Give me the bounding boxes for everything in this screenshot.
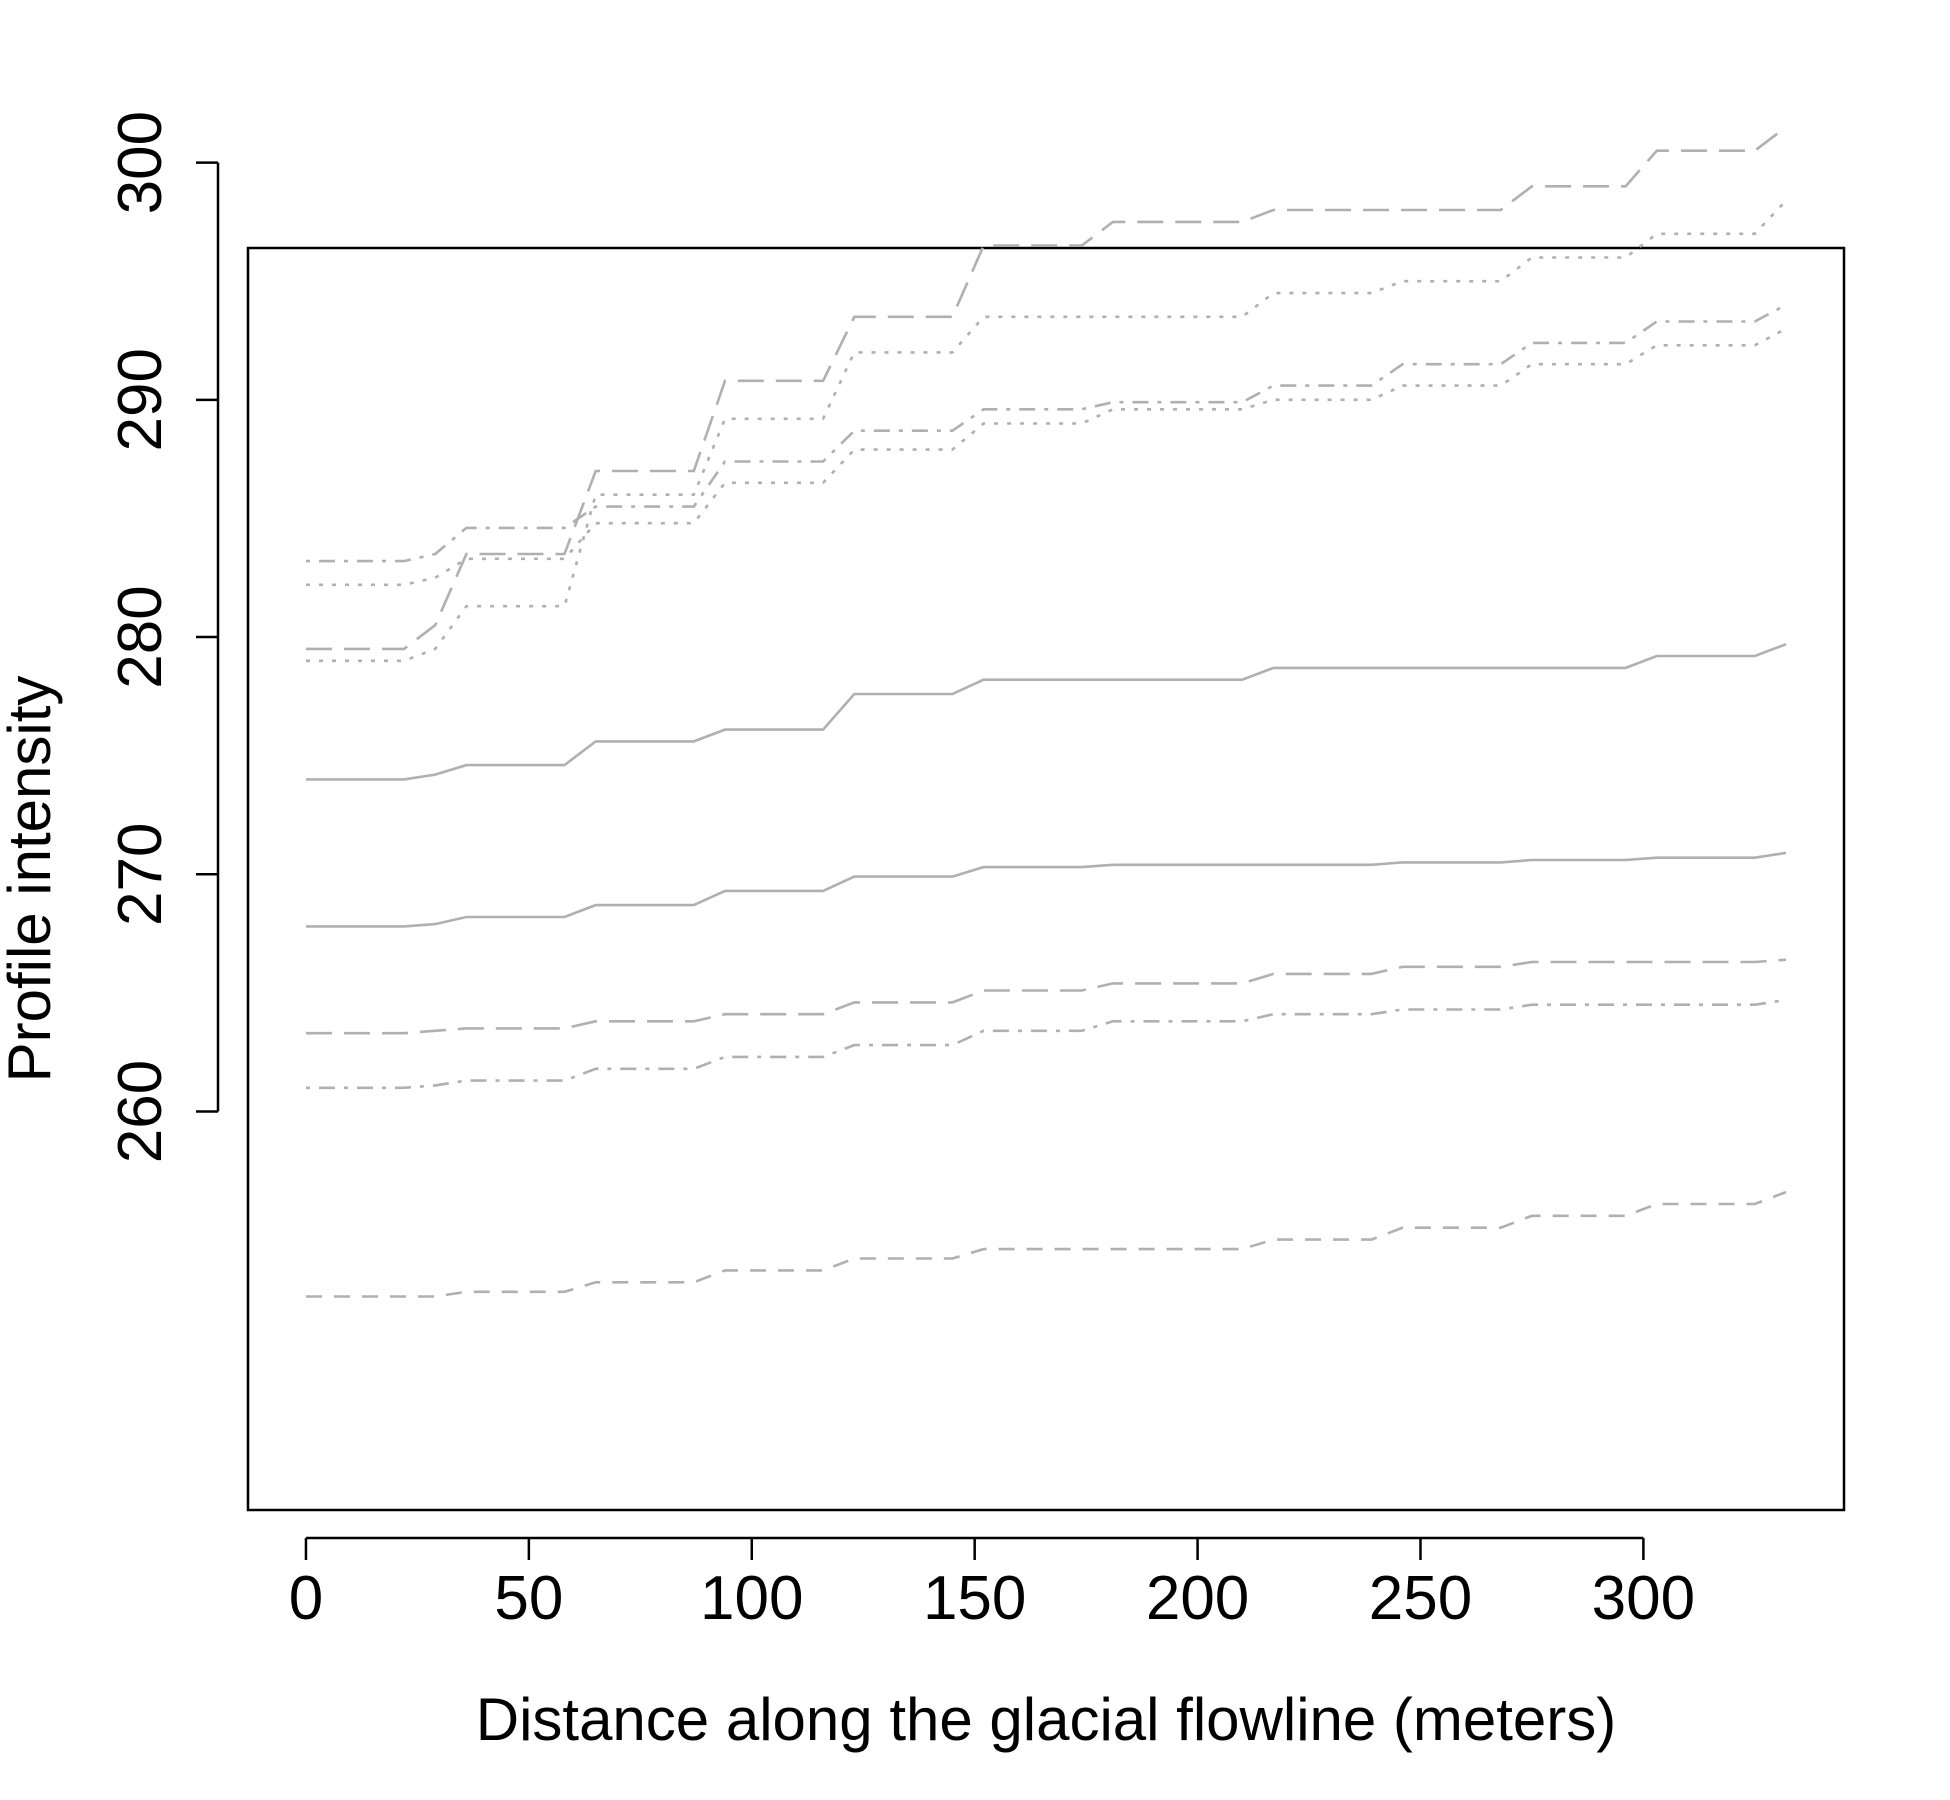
y-axis-title: Profile intensity (0, 676, 63, 1083)
y-tick-label: 290 (106, 348, 175, 451)
x-tick-label: 200 (1146, 1564, 1249, 1633)
series-line-9 (306, 1190, 1787, 1298)
series-line-5 (306, 642, 1787, 781)
series-layer (306, 125, 1787, 1298)
x-tick-label: 0 (289, 1564, 323, 1633)
series-line-8 (306, 998, 1787, 1090)
x-axis: 0 50 100 150 200 250 300 (289, 1536, 1695, 1633)
series-line-3 (306, 303, 1787, 563)
y-tick-label: 280 (106, 585, 175, 688)
x-tick-label: 100 (700, 1564, 803, 1633)
series-line-7 (306, 958, 1787, 1035)
y-axis: 260 270 280 290 300 (106, 111, 220, 1163)
y-tick-label: 260 (106, 1060, 175, 1163)
y-tick-label: 270 (106, 823, 175, 926)
x-tick-label: 300 (1592, 1564, 1695, 1633)
series-line-4 (306, 327, 1787, 587)
x-axis-title: Distance along the glacial flowline (met… (476, 1686, 1617, 1753)
series-line-1 (306, 125, 1787, 651)
plot-frame (246, 246, 1846, 1512)
series-line-2 (306, 199, 1787, 663)
series-line-6 (306, 851, 1787, 928)
y-tick-label: 300 (106, 111, 175, 214)
x-tick-label: 250 (1369, 1564, 1472, 1633)
x-tick-label: 150 (923, 1564, 1026, 1633)
x-tick-label: 50 (494, 1564, 563, 1633)
